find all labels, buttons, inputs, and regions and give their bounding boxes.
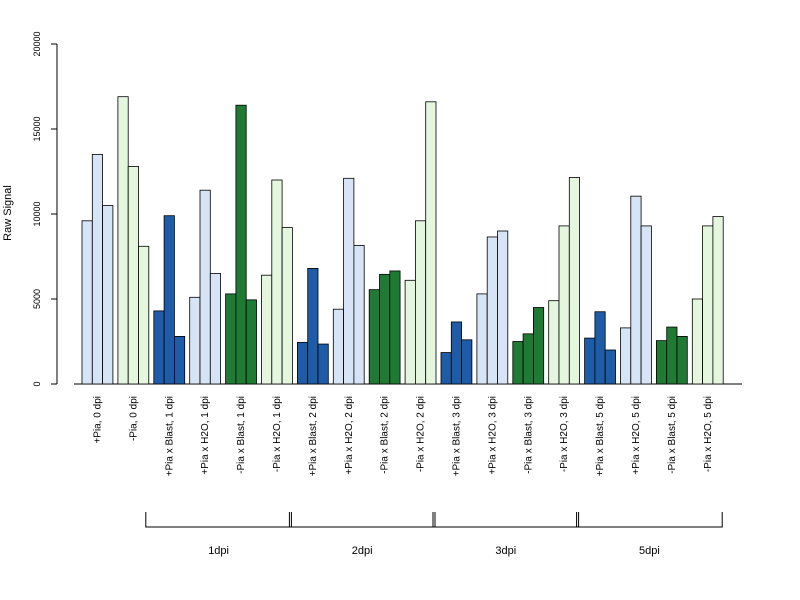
bar [630,195,642,385]
bar [153,310,165,385]
bar [712,216,724,385]
x-tick-label: +Pia, 0 dpi [92,396,103,444]
bracket-line [576,512,723,528]
x-tick-label: +Pia x Blast, 2 dpi [308,396,319,476]
bar [584,337,596,385]
x-tick-label: -Pia x Blast, 5 dpi [667,396,678,474]
x-tick-label: -Pia x H2O, 2 dpi [416,396,427,472]
x-tick-label: +Pia x H2O, 1 dpi [200,396,211,475]
x-tick-label: +Pia x Blast, 3 dpi [451,396,462,476]
bar [379,273,391,385]
bar [548,300,560,385]
bracket-line [288,512,436,528]
group-brackets: 1dpi 2dpi 3dpi 5dpi [145,512,723,557]
bar [640,225,652,385]
bar [332,308,344,385]
y-tick-label: 10000 [32,201,42,226]
bracket-label: 1dpi [208,545,229,557]
y-axis-label: Raw Signal [2,185,14,241]
bar [389,270,401,385]
x-tick-label: +Pia x H2O, 5 dpi [631,396,642,475]
bar [261,274,273,385]
bar [440,352,452,385]
bar [666,326,678,385]
x-tick-label: -Pia x H2O, 5 dpi [703,396,714,472]
bar [702,225,714,385]
bar [676,335,688,385]
y-axis: 0 5000 10000 15000 20000 [32,31,58,387]
x-tick-label: -Pia x H2O, 3 dpi [559,396,570,472]
bar [138,245,150,385]
bar [163,215,175,385]
bar [368,289,380,385]
bar [414,220,427,385]
bar [127,165,139,385]
bars [81,96,724,385]
bar [317,343,329,385]
bar [404,279,416,385]
group-bracket: 1dpi [145,512,292,557]
bar [425,101,437,385]
bar [604,349,616,385]
x-tick-label: +Pia x H2O, 2 dpi [344,396,355,475]
bar [533,307,545,385]
bar [522,333,534,385]
bar [81,220,93,385]
bar [558,225,570,385]
bar [594,311,606,385]
bracket-line [145,512,292,528]
bar [245,299,257,385]
bar [91,154,104,385]
x-tick-label: +Pia x H2O, 3 dpi [487,396,498,475]
bar [117,96,129,385]
bar [296,341,309,385]
x-tick-label: +Pia x Blast, 1 dpi [164,396,175,476]
bar [209,273,222,385]
x-tick-label: -Pia x Blast, 2 dpi [380,396,391,474]
bar [189,296,201,385]
bar [486,236,498,385]
bracket-label: 5dpi [639,545,660,557]
x-tick-label: +Pia x Blast, 5 dpi [595,396,606,476]
bar [497,230,509,385]
bar [620,327,632,385]
y-tick-label: 5000 [32,289,42,309]
y-tick-label: 0 [32,381,42,386]
bar [691,298,703,385]
bar [173,335,186,385]
x-tick-label: -Pia x H2O, 1 dpi [272,396,283,472]
y-tick-label: 15000 [32,116,42,141]
x-tick-labels: +Pia, 0 dpi -Pia, 0 dpi +Pia x Blast, 1 dp… [92,396,713,476]
bar [307,267,319,385]
bracket-line [432,512,580,528]
bar [512,341,524,385]
bracket-label: 3dpi [495,545,516,557]
x-tick-label: -Pia, 0 dpi [128,396,139,441]
group-bracket: 5dpi [576,512,723,557]
bar [343,177,355,385]
bracket-label: 2dpi [352,545,373,557]
bar [450,321,462,385]
group-bracket: 3dpi [432,512,580,557]
x-tick-label: -Pia x Blast, 3 dpi [523,396,534,474]
bar [235,104,247,385]
bar [476,293,488,385]
bar [281,227,293,385]
bar [102,205,114,385]
x-tick-label: -Pia x Blast, 1 dpi [236,396,247,474]
bar [199,189,211,385]
y-tick-label: 20000 [32,31,42,56]
bar [568,177,580,385]
bar [461,339,473,385]
bar [656,340,668,385]
bar [271,179,283,385]
bar [353,245,365,385]
bar [225,293,237,385]
group-bracket: 2dpi [288,512,436,557]
